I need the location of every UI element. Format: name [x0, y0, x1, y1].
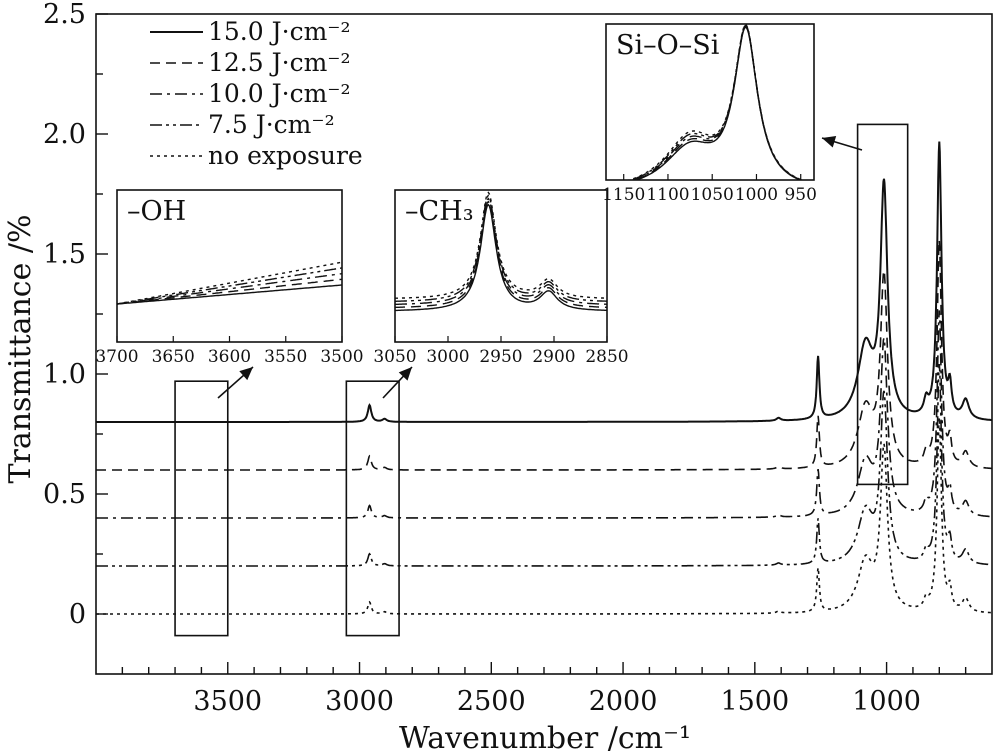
inset-tick-label: 1050: [691, 185, 734, 205]
plot-layer: 3500 3000 2500 2000 1500 1000 0 0.5 1.0 1.5 2.0 2.5…: [43, 0, 993, 717]
series-line: [96, 417, 992, 615]
inset-series-line: [117, 267, 342, 305]
box-ch3: [345, 380, 400, 637]
inset-label: Si–O–Si: [616, 30, 720, 61]
inset-series-line: [395, 194, 607, 302]
box-sio: [856, 123, 909, 486]
inset-series-line: [117, 278, 342, 305]
inset-tick-label: 3600: [208, 347, 251, 367]
y-tick-label: 2.0: [43, 119, 86, 150]
inset-2: 3050 3000 2950 2900 2850 –CH₃: [373, 189, 629, 367]
x-axis-title: Wavenumber /cm⁻¹: [399, 721, 691, 752]
series-line: [96, 239, 992, 471]
legend-label: 12.5 J·cm⁻²: [208, 48, 351, 77]
inset-tick-label: 3500: [320, 347, 363, 367]
inset-1: 3700 3650 3600 3550 3500 –OH: [95, 189, 364, 367]
inset-series-line: [117, 261, 342, 305]
inset-tick-label: 1000: [735, 185, 778, 205]
legend-label: 7.5 J·cm⁻²: [208, 110, 335, 139]
y-tick-label: 1.5: [43, 239, 86, 270]
inset-lines: [627, 24, 805, 180]
inset-tick-label: 2950: [479, 347, 522, 367]
inset-frame: [605, 23, 815, 181]
inset-series-line: [117, 284, 342, 305]
inset-tick-label: 3650: [152, 347, 195, 367]
inset-tick-label: 950: [784, 185, 816, 205]
inset-series-line: [395, 191, 607, 299]
inset-tick-label: 1150: [602, 185, 645, 205]
legend-label: 10.0 J·cm⁻²: [208, 79, 351, 108]
inset-series-line: [395, 203, 607, 312]
inset-tick-label: 3050: [373, 347, 416, 367]
x-tick-label: 3500: [193, 686, 262, 717]
x-tick-label: 2000: [589, 686, 658, 717]
x-tick-label: 3000: [325, 686, 394, 717]
inset-series-line: [630, 25, 804, 180]
y-axis-title: Transmittance /%: [3, 214, 38, 483]
inset-label: –CH₃: [405, 196, 474, 227]
inset-tick-label: 1100: [646, 185, 689, 205]
inset-label: –OH: [127, 196, 186, 227]
inset-series-line: [395, 197, 607, 305]
y-tick-label: 0.5: [43, 479, 86, 510]
inset-tick-label: 2850: [585, 347, 628, 367]
x-tick-label: 1000: [852, 686, 921, 717]
legend-label: 15.0 J·cm⁻²: [208, 17, 351, 46]
y-tick-label: 0: [69, 599, 86, 630]
inset-tick-label: 3550: [264, 347, 307, 367]
inset-3: 1150 1100 1050 1000 950 Si–O–Si: [602, 23, 817, 205]
series-line: [96, 141, 993, 423]
x-tick-label: 2500: [457, 686, 526, 717]
inset-lines: [117, 261, 342, 305]
inset-tick-label: 3700: [95, 347, 138, 367]
x-tick-label: 1500: [720, 686, 789, 717]
y-tick-label: 2.5: [43, 0, 86, 30]
inset-lines: [395, 191, 607, 312]
arrow-ch3-head: [398, 367, 412, 381]
arrow-oh-head: [239, 367, 253, 381]
inset-series-line: [627, 24, 805, 180]
box-oh: [174, 380, 229, 637]
inset-frame: [394, 189, 608, 343]
inset-series-line: [395, 200, 607, 309]
inset-tick-label: 3000: [426, 347, 469, 367]
arrow-sio-head: [822, 135, 837, 148]
legend-label: no exposure: [208, 141, 363, 170]
y-tick-label: 1.0: [43, 359, 86, 390]
inset-tick-label: 2900: [532, 347, 575, 367]
